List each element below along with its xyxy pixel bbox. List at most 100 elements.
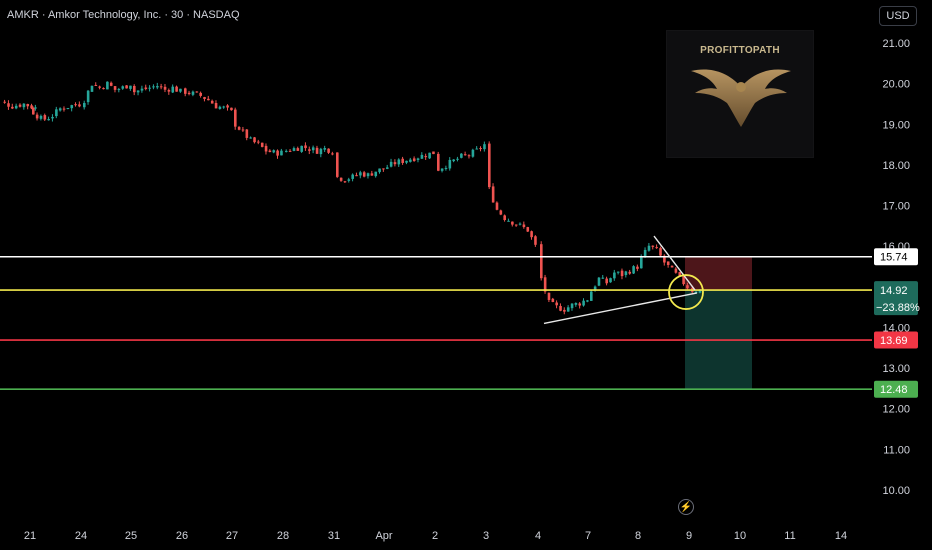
candle-body [171,86,175,93]
candle-body [674,268,678,273]
candle-body [133,85,136,93]
candle-body [526,227,530,232]
candle-body [102,88,105,90]
candle-body [359,172,362,176]
candle-body [34,107,37,109]
candle-body [35,114,39,119]
candle-body [70,105,74,109]
price-label-bg [874,248,918,266]
x-tick-label: 25 [125,530,137,542]
candle-body [58,108,62,111]
candle-body [214,102,218,109]
candle-body [331,153,334,155]
candle-body [207,98,210,101]
candle-body [678,272,682,276]
candle-body [276,150,279,156]
y-tick-label: 17.00 [882,201,910,213]
candle-body [475,148,479,150]
price-label-text: 12.48 [880,384,908,396]
candle-body [570,303,574,309]
candle-body [514,224,518,226]
candle-body [574,302,578,305]
candle-body [253,137,256,143]
candle-body [609,278,612,283]
watermark-logo: PROFITTOPATH [666,30,814,158]
lightning-icon[interactable]: ⚡ [678,499,694,515]
candle-body [432,151,435,155]
x-tick-label: Apr [375,530,392,542]
x-tick-label: 8 [635,530,641,542]
trendline[interactable] [543,292,698,325]
candle-body [199,92,202,96]
candle-body [30,105,33,109]
candle-body [624,271,628,276]
candle-body [663,255,666,263]
candle-body [593,286,597,291]
candle-body [163,86,167,90]
watermark-text: PROFITTOPATH [700,45,780,56]
candle-body [534,236,537,245]
candle-body [268,150,272,153]
x-tick-label: 28 [277,530,289,542]
candle-body [292,148,296,151]
candle-body [507,220,510,222]
candle-body [659,248,662,256]
x-tick-label: 24 [75,530,87,542]
candle-body [495,202,499,210]
candle-body [210,100,214,104]
candle-body [94,84,98,86]
currency-selector[interactable]: USD [879,6,917,26]
y-tick-label: 11.00 [883,444,910,456]
candle-body [319,148,323,155]
price-label-text: 13.69 [880,335,908,347]
candle-body [488,143,491,188]
trendline[interactable] [653,235,696,291]
candle-body [83,102,86,108]
candle-body [651,245,655,247]
candle-body [51,116,54,119]
candle-body [121,86,125,89]
candle-body [405,160,408,163]
candle-body [339,177,343,181]
candle-body [351,174,354,179]
candle-body [167,90,171,92]
candle-body [32,108,35,115]
x-tick-label: 3 [483,530,489,542]
candle-body [628,271,632,274]
candle-body [456,158,459,160]
candle-body [601,277,605,279]
candle-body [540,244,543,279]
x-tick-label: 4 [535,530,541,542]
price-labels: 15.74 14.92 −23.88% 13.69 12.48 [874,248,920,398]
candle-body [187,92,191,95]
candle-body [401,158,404,163]
candle-body [47,119,50,121]
x-tick-label: 9 [686,530,692,542]
candle-body [125,85,128,89]
price-label-bg [874,331,918,349]
candle-body [98,86,101,88]
price-label-bg [874,281,918,316]
stop-loss-zone[interactable] [685,256,752,291]
candle-body [234,109,237,127]
candle-body [479,148,482,150]
candle-body [264,145,268,152]
horizontal-levels[interactable] [0,255,872,391]
candle-body [409,159,412,162]
candle-body [336,152,339,177]
candle-body [129,85,132,89]
candle-body [355,175,358,177]
candle-body [582,300,585,306]
candle-body [184,88,187,94]
price-change-text: −23.88% [876,302,920,314]
drawings[interactable] [543,235,704,325]
candle-body [471,149,475,157]
highlight-circle[interactable] [668,274,704,310]
candle-body [22,103,26,108]
candle-body [655,247,658,249]
candle-body [547,292,551,300]
candle-body [382,168,385,170]
candle-body [237,127,241,130]
time-axis[interactable]: 21 24 25 26 27 28 31 Apr 2 3 4 7 8 9 10 11 14 [24,530,847,542]
candle-body [249,137,252,139]
